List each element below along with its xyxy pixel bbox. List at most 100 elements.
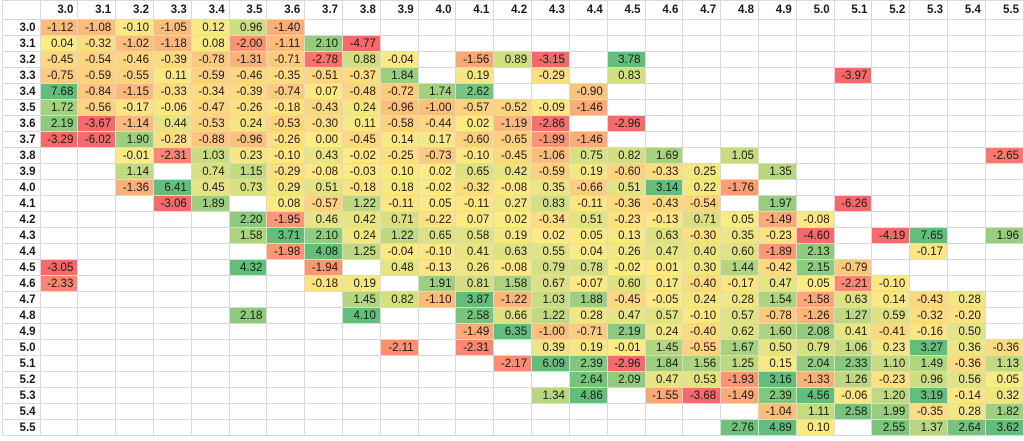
heatmap-cell[interactable] <box>984 51 1024 68</box>
heatmap-cell[interactable] <box>39 339 79 356</box>
heatmap-cell[interactable]: 6.41 <box>152 179 192 196</box>
heatmap-cell[interactable] <box>228 195 268 212</box>
heatmap-cell[interactable]: 0.28 <box>568 307 608 324</box>
heatmap-cell[interactable]: -0.13 <box>644 211 684 228</box>
heatmap-cell[interactable]: -2.96 <box>606 115 646 132</box>
heatmap-cell[interactable]: -0.45 <box>342 131 381 148</box>
heatmap-cell[interactable] <box>266 419 306 436</box>
heatmap-cell[interactable]: 0.05 <box>795 275 835 292</box>
heatmap-cell[interactable] <box>757 51 797 68</box>
heatmap-cell[interactable] <box>682 115 722 132</box>
heatmap-cell[interactable]: -0.41 <box>871 323 911 340</box>
heatmap-cell[interactable]: 0.47 <box>644 243 684 260</box>
heatmap-cell[interactable]: -0.26 <box>228 99 268 116</box>
heatmap-cell[interactable]: 0.79 <box>531 259 570 276</box>
heatmap-cell[interactable] <box>39 403 79 420</box>
heatmap-cell[interactable]: 4.86 <box>568 387 608 404</box>
heatmap-cell[interactable] <box>682 51 722 68</box>
heatmap-cell[interactable] <box>266 387 306 404</box>
heatmap-cell[interactable] <box>833 99 873 116</box>
heatmap-cell[interactable] <box>984 179 1024 196</box>
heatmap-cell[interactable] <box>228 275 268 292</box>
heatmap-cell[interactable]: 2.58 <box>833 403 873 420</box>
heatmap-cell[interactable] <box>871 179 911 196</box>
heatmap-cell[interactable]: 0.40 <box>682 243 722 260</box>
heatmap-cell[interactable] <box>77 307 117 324</box>
heatmap-cell[interactable]: 0.19 <box>568 163 608 180</box>
heatmap-cell[interactable]: 0.26 <box>606 243 646 260</box>
heatmap-cell[interactable] <box>115 339 154 356</box>
heatmap-cell[interactable]: -0.36 <box>606 195 646 212</box>
heatmap-cell[interactable] <box>947 227 986 244</box>
heatmap-cell[interactable]: -1.46 <box>568 99 608 116</box>
heatmap-cell[interactable]: -0.04 <box>379 243 419 260</box>
heatmap-cell[interactable]: 0.28 <box>947 403 986 420</box>
heatmap-cell[interactable]: 0.45 <box>190 179 230 196</box>
heatmap-cell[interactable] <box>39 227 79 244</box>
heatmap-cell[interactable] <box>228 291 268 308</box>
heatmap-cell[interactable]: -0.33 <box>644 163 684 180</box>
heatmap-cell[interactable] <box>984 259 1024 276</box>
heatmap-cell[interactable] <box>606 403 646 420</box>
heatmap-cell[interactable]: 6.35 <box>493 323 533 340</box>
heatmap-cell[interactable] <box>152 163 192 180</box>
heatmap-cell[interactable]: -1.89 <box>757 243 797 260</box>
heatmap-cell[interactable]: -0.52 <box>493 99 533 116</box>
heatmap-cell[interactable]: -0.73 <box>417 147 457 164</box>
heatmap-cell[interactable]: 0.28 <box>720 291 759 308</box>
heatmap-cell[interactable] <box>342 387 381 404</box>
heatmap-cell[interactable] <box>77 211 117 228</box>
heatmap-cell[interactable]: -0.90 <box>568 83 608 100</box>
heatmap-cell[interactable] <box>152 387 192 404</box>
heatmap-cell[interactable]: -1.46 <box>568 131 608 148</box>
heatmap-cell[interactable] <box>266 275 306 292</box>
heatmap-cell[interactable] <box>266 323 306 340</box>
heatmap-cell[interactable] <box>720 403 759 420</box>
heatmap-cell[interactable] <box>455 371 495 388</box>
heatmap-cell[interactable] <box>39 243 79 260</box>
heatmap-cell[interactable] <box>795 35 835 52</box>
heatmap-cell[interactable]: -0.25 <box>379 147 419 164</box>
heatmap-cell[interactable]: 1.25 <box>342 243 381 260</box>
heatmap-cell[interactable]: 0.82 <box>606 147 646 164</box>
heatmap-cell[interactable]: -0.35 <box>266 67 306 84</box>
heatmap-cell[interactable]: 0.46 <box>304 211 344 228</box>
heatmap-cell[interactable] <box>984 211 1024 228</box>
heatmap-cell[interactable]: -0.43 <box>304 99 344 116</box>
heatmap-cell[interactable] <box>115 419 154 436</box>
heatmap-cell[interactable] <box>417 371 457 388</box>
heatmap-cell[interactable]: -0.30 <box>304 115 344 132</box>
heatmap-cell[interactable]: -0.71 <box>568 323 608 340</box>
heatmap-cell[interactable] <box>757 131 797 148</box>
heatmap-cell[interactable]: -0.59 <box>77 67 117 84</box>
heatmap-cell[interactable]: 0.63 <box>493 243 533 260</box>
heatmap-cell[interactable] <box>190 211 230 228</box>
heatmap-cell[interactable]: 1.10 <box>871 355 911 372</box>
heatmap-cell[interactable] <box>909 51 949 68</box>
heatmap-cell[interactable] <box>455 355 495 372</box>
heatmap-cell[interactable]: 0.71 <box>682 211 722 228</box>
heatmap-cell[interactable]: -0.11 <box>455 195 495 212</box>
heatmap-cell[interactable]: 0.19 <box>493 227 533 244</box>
heatmap-cell[interactable]: 0.55 <box>531 243 570 260</box>
heatmap-cell[interactable]: -0.32 <box>455 179 495 196</box>
heatmap-cell[interactable]: 1.60 <box>757 323 797 340</box>
heatmap-cell[interactable] <box>304 371 344 388</box>
heatmap-cell[interactable]: -0.66 <box>568 179 608 196</box>
heatmap-cell[interactable] <box>266 355 306 372</box>
heatmap-cell[interactable] <box>417 307 457 324</box>
heatmap-cell[interactable]: 0.53 <box>682 371 722 388</box>
heatmap-cell[interactable] <box>190 419 230 436</box>
heatmap-cell[interactable] <box>871 211 911 228</box>
heatmap-cell[interactable] <box>39 419 79 436</box>
heatmap-cell[interactable] <box>152 227 192 244</box>
heatmap-cell[interactable] <box>909 19 949 36</box>
heatmap-cell[interactable] <box>115 211 154 228</box>
heatmap-cell[interactable]: -0.71 <box>266 51 306 68</box>
heatmap-cell[interactable]: 1.89 <box>190 195 230 212</box>
heatmap-cell[interactable] <box>39 195 79 212</box>
heatmap-cell[interactable]: -1.56 <box>455 51 495 68</box>
heatmap-cell[interactable]: -0.96 <box>379 99 419 116</box>
heatmap-cell[interactable] <box>757 35 797 52</box>
heatmap-cell[interactable] <box>417 419 457 436</box>
